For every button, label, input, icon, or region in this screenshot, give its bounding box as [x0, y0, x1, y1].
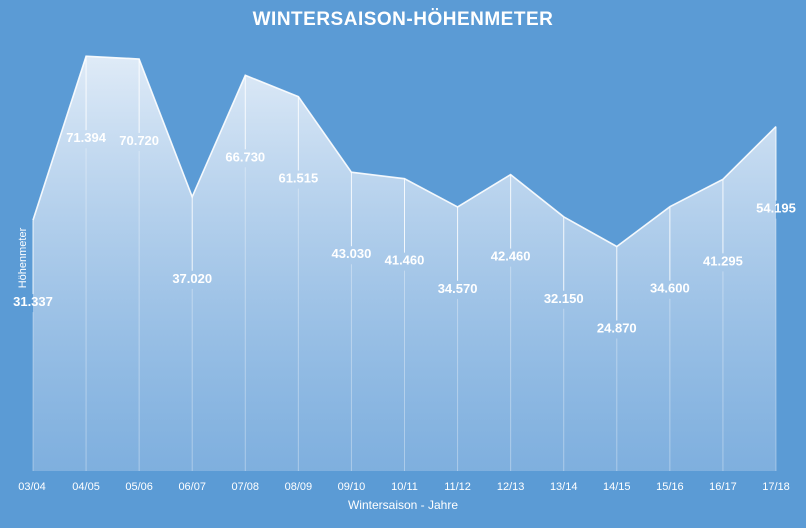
data-label: 66.730 — [225, 149, 265, 164]
data-label: 41.460 — [385, 253, 425, 268]
x-tick-label: 13/14 — [550, 481, 578, 493]
data-label: 34.570 — [438, 281, 478, 296]
data-label: 32.150 — [544, 291, 584, 306]
data-label: 24.870 — [597, 321, 637, 336]
x-axis-label: Wintersaison - Jahre — [347, 498, 459, 512]
x-tick-label: 04/05 — [72, 481, 100, 493]
x-tick-label: 09/10 — [338, 481, 366, 493]
x-tick-label: 11/12 — [444, 481, 471, 493]
x-tick-label: 15/16 — [656, 481, 684, 493]
data-label: 42.460 — [491, 249, 531, 264]
x-tick-label: 06/07 — [178, 481, 206, 493]
x-tick-label: 10/11 — [391, 481, 418, 493]
x-tick-label: 17/18 — [762, 481, 790, 493]
data-label: 41.295 — [703, 253, 743, 268]
x-tick-label: 03/04 — [18, 481, 46, 493]
x-tick-label: 16/17 — [709, 481, 737, 493]
x-tick-label: 14/15 — [603, 481, 631, 493]
x-tick-label: 08/09 — [285, 481, 313, 493]
data-label: 34.600 — [650, 281, 690, 296]
data-label: 71.394 — [66, 130, 107, 145]
chart-title: WINTERSAISON-HÖHENMETER — [252, 9, 554, 30]
x-tick-label: 05/06 — [125, 481, 153, 493]
data-label: 61.515 — [278, 171, 318, 186]
area-fill — [33, 56, 776, 471]
data-label: 31.337 — [13, 294, 53, 309]
data-label: 54.195 — [756, 201, 796, 216]
data-label: 70.720 — [119, 133, 159, 148]
x-tick-label: 07/08 — [232, 481, 260, 493]
data-label: 37.020 — [172, 271, 212, 286]
data-label: 43.030 — [332, 246, 372, 261]
x-tick-label: 12/13 — [497, 481, 525, 493]
